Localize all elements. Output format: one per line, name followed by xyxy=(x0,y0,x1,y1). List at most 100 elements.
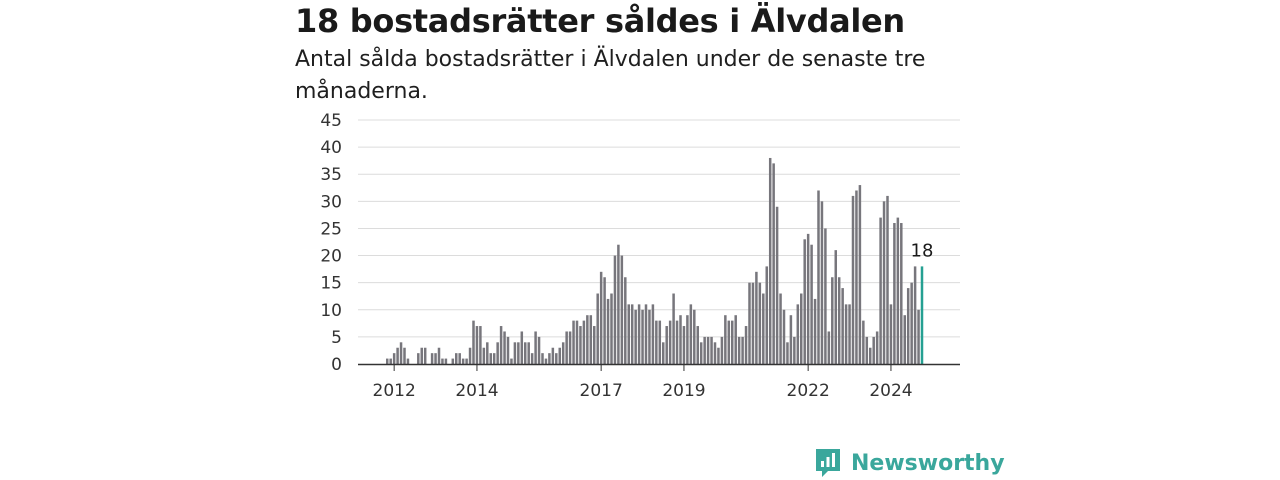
bar xyxy=(824,228,827,364)
bar xyxy=(696,326,699,364)
bar xyxy=(813,298,817,364)
bar xyxy=(906,288,910,364)
highlight-bar xyxy=(920,266,924,364)
bar xyxy=(765,266,768,364)
bar xyxy=(689,304,693,364)
bar xyxy=(844,304,848,364)
bar xyxy=(461,358,465,364)
bar xyxy=(789,315,793,364)
bar xyxy=(648,309,651,364)
y-tick-label: 40 xyxy=(320,138,342,158)
x-tick-label: 2022 xyxy=(787,381,830,401)
bar xyxy=(686,315,689,364)
bar xyxy=(593,326,596,364)
bar xyxy=(482,347,486,364)
grid-lines xyxy=(358,119,960,338)
bar xyxy=(555,353,558,364)
bar xyxy=(862,320,865,364)
bar xyxy=(634,309,637,364)
highlight-value-label: 18 xyxy=(911,240,934,261)
bar xyxy=(720,336,724,364)
bar xyxy=(744,326,748,364)
bar xyxy=(399,342,403,364)
bar xyxy=(551,347,555,364)
x-tick-label: 2012 xyxy=(373,381,416,401)
bar xyxy=(479,326,482,364)
bar xyxy=(503,331,506,364)
y-tick-label: 30 xyxy=(320,192,342,212)
bar xyxy=(423,347,427,364)
bar xyxy=(465,358,468,364)
bar xyxy=(717,347,720,364)
x-tick-label: 2017 xyxy=(580,381,623,401)
bar xyxy=(610,293,613,364)
bar xyxy=(637,304,641,364)
bar xyxy=(506,336,510,364)
bar xyxy=(389,358,392,364)
bar xyxy=(775,206,779,364)
bar xyxy=(886,195,889,364)
bar xyxy=(558,347,561,364)
y-tick-label: 15 xyxy=(320,274,342,294)
bar xyxy=(782,309,786,364)
y-tick-label: 5 xyxy=(331,328,342,348)
bar xyxy=(651,304,655,364)
bar xyxy=(724,315,727,364)
bar xyxy=(568,331,572,364)
bar xyxy=(603,277,606,364)
bar xyxy=(644,304,648,364)
bar xyxy=(544,358,548,364)
bar xyxy=(841,288,844,364)
bar xyxy=(882,201,886,364)
bar xyxy=(796,304,800,364)
bar xyxy=(693,309,696,364)
bar xyxy=(820,201,824,364)
bar xyxy=(541,353,544,364)
bars xyxy=(386,157,924,364)
y-axis-ticks: 0 5 10 15 20 25 30 35 40 45 xyxy=(320,111,342,375)
y-tick-label: 0 xyxy=(331,355,342,375)
bar xyxy=(734,315,737,364)
bar xyxy=(620,255,624,364)
bar xyxy=(524,342,527,364)
bar xyxy=(517,342,520,364)
bar xyxy=(617,244,620,364)
bar xyxy=(513,342,517,364)
bar xyxy=(613,255,617,364)
bar xyxy=(679,315,682,364)
chart-subtitle: Antal sålda bostadsrätter i Älvdalen und… xyxy=(295,47,926,104)
bar xyxy=(779,293,782,364)
bar xyxy=(672,293,675,364)
bar xyxy=(900,223,903,364)
bar xyxy=(713,342,717,364)
bar xyxy=(768,157,772,364)
bar xyxy=(741,336,744,364)
bar xyxy=(472,320,475,364)
x-axis-ticks: 2012 2014 2017 2019 2022 2024 xyxy=(373,365,913,401)
bar xyxy=(668,320,672,364)
bar xyxy=(699,342,703,364)
bar xyxy=(589,315,593,364)
bar xyxy=(889,304,893,364)
bar xyxy=(655,320,658,364)
x-tick-label: 2024 xyxy=(869,381,912,401)
bar xyxy=(458,353,461,364)
bar xyxy=(817,190,820,364)
bar xyxy=(530,353,534,364)
bar xyxy=(872,336,875,364)
bar xyxy=(627,304,630,364)
bar xyxy=(641,309,644,364)
bar xyxy=(875,331,879,364)
bar xyxy=(710,336,713,364)
newsworthy-logo-icon xyxy=(816,449,840,477)
bar xyxy=(499,326,503,364)
bar xyxy=(534,331,537,364)
bar xyxy=(451,358,455,364)
bar xyxy=(455,353,458,364)
bar xyxy=(803,239,806,364)
bar xyxy=(444,358,448,364)
bar xyxy=(879,217,882,364)
bar xyxy=(772,163,775,364)
bar xyxy=(624,277,627,364)
